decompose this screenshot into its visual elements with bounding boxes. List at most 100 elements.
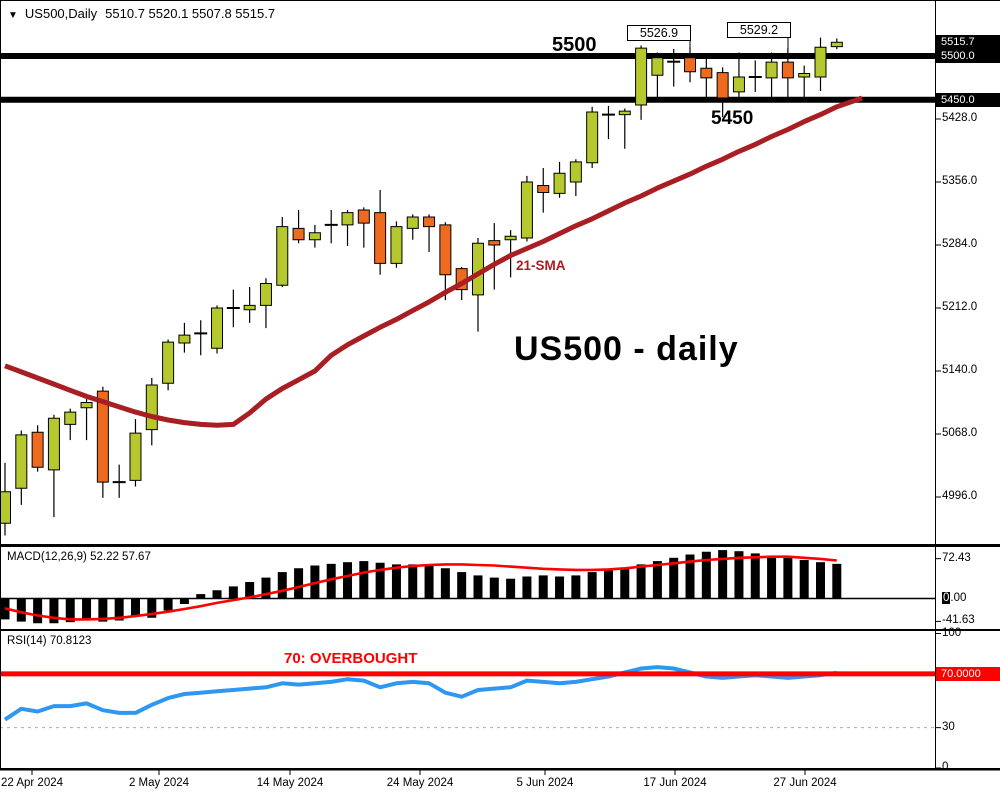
overbought-annotation: 70: OVERBOUGHT xyxy=(284,650,418,667)
symbol-dropdown-icon[interactable]: ▼ xyxy=(8,10,18,21)
macd-histogram-bar xyxy=(538,575,548,599)
candle-body xyxy=(129,432,142,481)
candle-body xyxy=(423,216,436,228)
swing-high-callout-5529[interactable]: 5529.2 xyxy=(727,22,791,38)
level-5500-annotation: 5500 xyxy=(552,34,597,56)
candle-body xyxy=(259,283,272,306)
macd-histogram-bar xyxy=(816,562,825,599)
price-axis-label: 5140.0 xyxy=(942,364,978,376)
candle-body xyxy=(700,67,713,79)
macd-histogram-bar xyxy=(424,565,434,599)
time-axis-line xyxy=(0,768,1000,771)
candle-body xyxy=(64,411,77,425)
candle-body xyxy=(635,47,648,106)
macd-histogram-bar xyxy=(555,576,565,599)
candle-body xyxy=(537,185,550,193)
candle-body xyxy=(357,209,370,224)
price-tag: 5450.0 xyxy=(936,92,1000,107)
main-macd-separator xyxy=(0,544,1000,547)
candle-body xyxy=(96,390,109,483)
macd-zero-tag: 0.00 xyxy=(942,591,967,604)
rsi-overbought-tag: 70.0000 xyxy=(936,666,1000,681)
macd-histogram-bar xyxy=(832,563,842,599)
rsi-overbought-line xyxy=(0,671,935,677)
horizontal-level-lines xyxy=(0,53,935,103)
macd-histogram-bar xyxy=(261,577,271,599)
macd-indicator-label: MACD(12,26,9) 52.22 57.67 xyxy=(7,551,151,563)
candle-body xyxy=(814,46,827,78)
candle-body xyxy=(520,181,533,239)
candle-body xyxy=(716,72,729,99)
date-label: 17 Jun 2024 xyxy=(643,777,707,789)
candle-body xyxy=(732,76,745,93)
candle-body xyxy=(390,226,403,264)
price-axis-label: 5284.0 xyxy=(942,238,978,250)
candle-body xyxy=(145,384,158,431)
macd-histogram-bar xyxy=(33,598,43,624)
candle-body xyxy=(178,334,191,344)
macd-histogram-bar xyxy=(65,598,75,623)
macd-histogram-bar xyxy=(522,576,532,599)
macd-histogram-bar xyxy=(114,598,124,621)
macd-histogram-bar xyxy=(473,575,483,599)
candle-body xyxy=(504,235,517,241)
macd-histogram-bar xyxy=(620,568,630,599)
price-axis-label: 5068.0 xyxy=(942,427,978,439)
swing-high-callout-5526[interactable]: 5526.9 xyxy=(627,25,691,41)
candle-body xyxy=(406,216,419,229)
candle-body xyxy=(798,73,811,78)
macd-histogram-bar xyxy=(701,551,711,599)
candle-body xyxy=(553,172,566,194)
macd-histogram-bar xyxy=(783,557,793,599)
candle-body xyxy=(243,304,256,311)
macd-axis-label: -41.63 xyxy=(942,614,975,627)
price-axis-label: 4996.0 xyxy=(942,490,978,502)
macd-histogram-bar xyxy=(489,577,499,599)
macd-histogram-bar xyxy=(343,562,353,599)
sma-annotation: 21-SMA xyxy=(516,258,566,273)
price-tag: 5500.0 xyxy=(936,49,1000,63)
macd-histogram-bar xyxy=(799,560,809,599)
macd-histogram-bar xyxy=(750,553,760,599)
macd-histogram-bar xyxy=(685,554,695,599)
chart-symbol-timeframe: US500,Daily xyxy=(24,6,98,21)
candle-body xyxy=(162,341,175,384)
macd-signal-line xyxy=(4,555,837,621)
macd-zero-tag-box: 0 xyxy=(942,591,951,604)
candlestick-series xyxy=(0,37,843,536)
macd-histogram-bar xyxy=(326,563,336,599)
macd-histogram-bar xyxy=(294,568,304,599)
macd-histogram-bar xyxy=(245,582,255,599)
macd-histogram-bar xyxy=(603,569,613,599)
macd-histogram-bar xyxy=(506,578,516,599)
macd-histogram-bar xyxy=(718,550,728,599)
price-axis-label: 5428.0 xyxy=(942,112,978,124)
sma-line-path xyxy=(4,95,863,428)
macd-histogram-bar xyxy=(212,590,222,599)
candle-body xyxy=(684,57,697,73)
macd-histogram-bar xyxy=(457,572,467,599)
macd-histogram-bar xyxy=(669,557,679,599)
macd-histogram-bar xyxy=(179,598,189,604)
sma-21-line xyxy=(4,95,863,428)
candle-body xyxy=(292,227,305,241)
macd-histogram-bar xyxy=(652,561,662,599)
macd-panel xyxy=(0,550,935,624)
candle-body xyxy=(488,240,501,246)
candle-body xyxy=(80,402,93,409)
candle-body xyxy=(211,307,224,349)
macd-histogram-bar xyxy=(391,564,401,599)
macd-histogram-bar xyxy=(767,555,777,599)
date-label: 2 May 2024 xyxy=(128,777,190,789)
date-label: 14 May 2024 xyxy=(256,777,324,789)
macd-histogram-bar xyxy=(375,562,385,599)
chart-title: ▼ US500,Daily 5510.7 5520.1 5507.8 5515.7 xyxy=(8,6,275,21)
macd-histogram-bar xyxy=(408,564,418,599)
level-line-5450 xyxy=(0,96,935,103)
rsi-axis-label: 0 xyxy=(942,761,949,773)
candle-body xyxy=(651,57,664,76)
macd-histogram-bar xyxy=(147,598,157,618)
macd-axis-label: 72.43 xyxy=(942,551,971,564)
macd-histogram-bar xyxy=(228,586,238,599)
